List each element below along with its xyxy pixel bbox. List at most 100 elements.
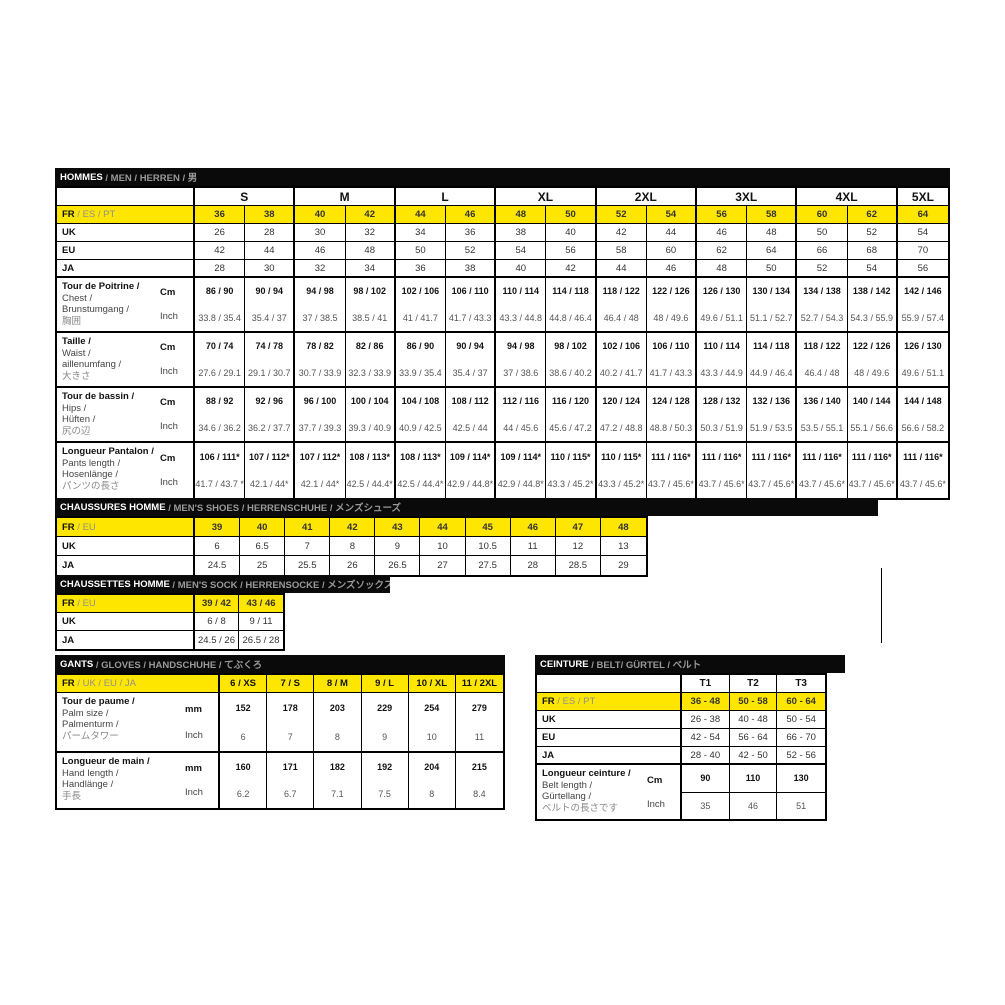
unit-bottom-label: Inch <box>160 477 178 489</box>
size-value-cell: 11 <box>510 537 556 556</box>
measure-label-line: Tour de paume / <box>62 696 135 707</box>
cm-value: 102 / 106 <box>401 286 440 297</box>
measure-value-cell: 108 / 113* 42.5 / 44.4* <box>346 443 396 498</box>
cm-value: 112 / 116 <box>502 396 540 407</box>
cm-value: 130 / 134 <box>752 286 791 297</box>
cm-value: 114 / 118 <box>753 341 790 352</box>
inch-value: 40.2 / 41.7 <box>599 367 643 378</box>
measure-value-cell: 152 6 <box>220 693 268 753</box>
measure-value-cell: 130 51 <box>777 765 825 819</box>
cm-value: 136 / 140 <box>803 396 841 407</box>
size-value-cell: 46 <box>510 518 556 537</box>
size-value-cell: 9 <box>375 537 421 556</box>
measure-value-cell: 126 / 130 49.6 / 51.1 <box>897 333 948 388</box>
cm-value: 106 / 111* <box>199 451 240 462</box>
cm-value: 107 / 112* <box>249 451 290 462</box>
glove-size-header-cell: 7 / S <box>267 675 315 693</box>
inch-value: 48 / 49.6 <box>854 367 890 378</box>
measure-value-cell: 136 / 140 53.5 / 55.1 <box>797 388 848 443</box>
size-group-header: 5XL <box>897 188 948 206</box>
lang-row-label: FR / ES / PT <box>537 693 682 711</box>
measure-label-lines: Tour de Poitrine / Chest / Brunstumgang / 胸… <box>62 281 139 328</box>
size-value-cell: 38 <box>496 224 547 242</box>
inch-value: 43.7 / 45.6* <box>647 479 694 490</box>
size-value-cell: 25.5 <box>285 556 331 575</box>
measure-label-line: Chest / <box>62 292 93 304</box>
cm-value: 110 / 115* <box>601 451 642 462</box>
measure-value-cell: 178 7 <box>267 693 315 753</box>
size-value-cell: 54 <box>847 260 898 278</box>
size-value-cell: 46 <box>646 260 697 278</box>
gloves-title-bar: GANTS / GLOVES / HANDSCHUHE / てぶくろ <box>55 655 505 673</box>
measure-label-line: 手長 <box>62 790 82 802</box>
size-value-cell: 40 <box>546 224 597 242</box>
size-value-cell: 46 <box>295 242 346 260</box>
size-value-cell: 42 <box>195 242 246 260</box>
lang-row-label: UK <box>537 711 682 729</box>
measure-value-cell: 110 / 115* 43.3 / 45.2* <box>546 443 597 498</box>
inch-value: 56.6 / 58.2 <box>901 422 945 433</box>
cm-value: 114 / 118 <box>552 286 589 297</box>
size-value-cell: 48 <box>747 224 798 242</box>
inch-value: 42.5 / 44.4* <box>346 479 393 490</box>
inch-value: 29.1 / 30.7 <box>248 367 291 378</box>
lang-label-primary: JA <box>62 560 75 571</box>
size-value-cell: 54 <box>496 242 547 260</box>
measure-label-line: Longueur de main / <box>62 756 150 767</box>
size-value-cell: 10 <box>420 537 466 556</box>
inch-value: 42.1 / 44* <box>250 479 289 490</box>
measure-label-line: Belt length / <box>542 779 593 791</box>
size-value-cell: 42 <box>330 518 376 537</box>
lang-label-primary: UK <box>542 714 556 725</box>
inch-value: 32.3 / 33.9 <box>348 367 391 378</box>
inch-value: 7.1 <box>331 789 344 800</box>
lang-label-primary: UK <box>62 540 76 552</box>
cm-value: 229 <box>377 702 393 713</box>
size-value-cell: 52 - 56 <box>777 747 825 765</box>
size-value-cell: 29 <box>618 560 629 571</box>
lang-label-secondary: / ES / PT <box>554 696 596 707</box>
size-value-cell: 40 <box>295 206 346 224</box>
cm-value: 134 / 138 <box>803 286 841 297</box>
glove-size-header-cell: 10 / XL <box>408 675 456 693</box>
measure-value-cell: 140 / 144 55.1 / 56.6 <box>847 388 898 443</box>
measure-label-lines: Taille / Waist / aillenumfang / 大きさ <box>62 336 121 383</box>
lang-row-label: UK <box>57 224 195 242</box>
cm-value: 88 / 92 <box>205 396 234 407</box>
lang-label-primary: UK <box>62 227 76 238</box>
size-value-cell: 8 <box>330 537 376 556</box>
measure-label-line: ベルトの長さです <box>542 802 619 814</box>
size-value-cell: 45 <box>465 518 511 537</box>
measure-value-cell: 70 / 74 27.6 / 29.1 <box>195 333 246 388</box>
cm-value: 110 / 114 <box>703 341 740 352</box>
size-value-cell: 60 <box>646 242 697 260</box>
measure-value-cell: 82 / 86 32.3 / 33.9 <box>345 333 396 388</box>
measure-value-cell: 94 / 98 37 / 38.6 <box>496 333 547 388</box>
cm-value: 122 / 126 <box>852 341 891 352</box>
size-value-cell: 26 <box>330 556 376 575</box>
measure-value-cell: 142 / 146 55.9 / 57.4 <box>897 278 948 333</box>
cm-value: 140 / 144 <box>852 396 891 407</box>
cm-value: 102 / 106 <box>602 341 640 352</box>
size-value-cell: 44 <box>420 518 466 537</box>
size-value-cell: 38 <box>446 260 497 278</box>
measure-value-cell: 134 / 138 52.7 / 54.3 <box>797 278 848 333</box>
inch-value-half: 35 <box>682 793 729 820</box>
belt-size-header-cell: T3 <box>777 675 825 693</box>
size-value-cell: 28 <box>511 556 556 575</box>
belt-size-header-cell: T1 <box>682 675 730 693</box>
size-value-cell: 56 <box>897 260 948 278</box>
belt-size-header-cell: T2 <box>729 675 778 693</box>
inch-value: 37.7 / 39.3 <box>298 422 342 433</box>
size-value-cell: 48 <box>345 242 396 260</box>
inch-value: 38.5 / 41 <box>352 312 388 323</box>
inch-value: 43.7 / 45.6* <box>848 479 895 490</box>
size-value-cell: 42 - 54 <box>682 729 730 747</box>
unit-labels: Cm Inch <box>647 768 677 816</box>
measure-value-cell: 138 / 142 54.3 / 55.9 <box>847 278 898 333</box>
inch-value: 46.4 / 48 <box>804 367 840 378</box>
unit-top-label: mm <box>185 703 202 715</box>
size-value-cell: 52 <box>797 260 848 278</box>
size-value-cell: 26.5 <box>375 556 421 575</box>
hommes-title-bar: HOMMES / MEN / HERREN / 男 <box>55 168 950 186</box>
